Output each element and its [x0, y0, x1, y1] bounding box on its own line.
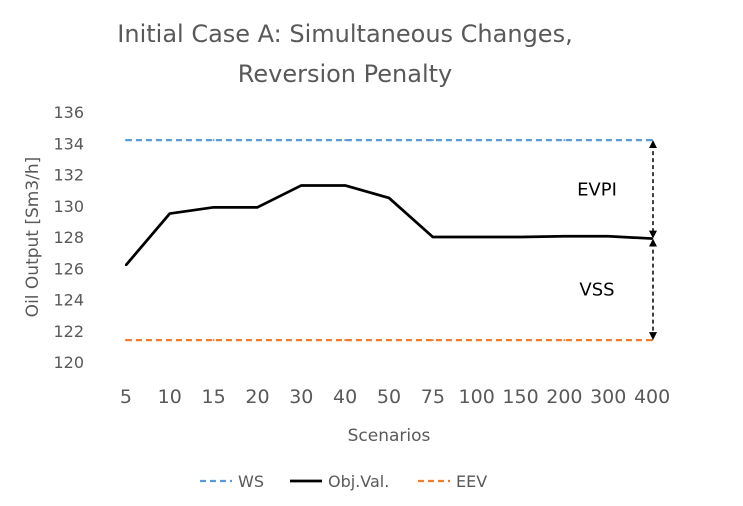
series-2-point: [212, 206, 215, 209]
series-3-point: [388, 339, 390, 342]
y-tick-label: 132: [53, 166, 84, 185]
series-3-point: [607, 339, 610, 342]
series-3-point: [256, 339, 259, 342]
y-tick-label: 122: [53, 322, 84, 341]
x-tick-label: 15: [202, 386, 226, 408]
series-1-point: [168, 139, 171, 142]
x-tick-label: 150: [502, 386, 538, 408]
x-tick-label: 400: [634, 386, 670, 408]
series-2-point: [124, 264, 127, 267]
series-1-point: [651, 139, 654, 142]
series-3-point: [344, 339, 347, 342]
chart-title-line-1: Initial Case A: Simultaneous Changes,: [117, 20, 572, 48]
series-3-point: [168, 339, 171, 342]
annotation-layer: EVPI VSS: [577, 140, 657, 341]
y-tick-label: 124: [53, 291, 84, 310]
series-layer: [124, 139, 654, 342]
y-axis-label: Oil Output [Sm3/h]: [23, 157, 43, 318]
y-tick-label: 136: [53, 103, 84, 122]
series-1-point: [344, 139, 347, 142]
x-axis-ticks: 5 10 15 20 30 40 50 75 100 150 200 300 400: [120, 386, 670, 408]
x-tick-label: 300: [590, 386, 626, 408]
series-1-point: [212, 139, 215, 142]
y-tick-label: 128: [53, 228, 84, 247]
series-1-point: [431, 139, 434, 142]
x-tick-label: 5: [120, 386, 132, 408]
series-2-point: [300, 184, 303, 187]
series-3-point: [212, 339, 215, 342]
series-1-point: [256, 139, 259, 142]
chart-title-line-2: Reversion Penalty: [238, 60, 452, 88]
x-tick-label: 30: [289, 386, 313, 408]
y-axis-ticks: 120 122 124 126 128 130 132 134 136: [53, 103, 84, 372]
series-3-point: [300, 339, 303, 342]
series-1-point: [124, 139, 127, 142]
series-2-point: [168, 212, 171, 215]
series-2-point: [563, 235, 566, 238]
legend-label: Obj.Val.: [328, 472, 389, 491]
y-tick-label: 130: [53, 197, 84, 216]
series-2-point: [256, 206, 259, 209]
x-axis-label: Scenarios: [348, 426, 431, 446]
series-3-point: [563, 339, 566, 342]
legend: WS Obj.Val. EEV: [200, 472, 487, 491]
series-2-point: [475, 236, 478, 238]
y-tick-label: 120: [53, 353, 84, 372]
legend-label: WS: [238, 472, 264, 491]
x-tick-label: 40: [333, 386, 357, 408]
x-tick-label: 200: [546, 386, 582, 408]
annotation-label-evpi: EVPI: [577, 179, 617, 200]
y-tick-label: 134: [53, 134, 84, 153]
x-tick-label: 50: [377, 386, 401, 408]
y-tick-label: 126: [53, 259, 84, 278]
series-2-point: [519, 236, 522, 238]
series-2-point: [388, 196, 390, 199]
series-3-point: [124, 339, 127, 342]
series-1-point: [607, 139, 610, 142]
x-tick-label: 75: [421, 386, 445, 408]
series-1-point: [475, 139, 478, 142]
series-3-point: [475, 339, 478, 342]
legend-label: EEV: [456, 472, 487, 491]
series-1-point: [300, 139, 303, 142]
series-1-point: [563, 139, 566, 142]
series-2-point: [431, 236, 434, 238]
annotation-label-vss: VSS: [579, 279, 614, 300]
series-3-point: [519, 339, 522, 342]
series-1-point: [388, 139, 390, 142]
x-tick-label: 100: [459, 386, 495, 408]
series-3-point: [431, 339, 434, 342]
x-tick-label: 10: [158, 386, 182, 408]
series-2-point: [607, 235, 610, 238]
series-2-point: [344, 184, 347, 187]
series-3-point: [651, 339, 654, 342]
series-1-point: [519, 139, 522, 142]
x-tick-label: 20: [245, 386, 269, 408]
series-2-point: [651, 237, 654, 240]
